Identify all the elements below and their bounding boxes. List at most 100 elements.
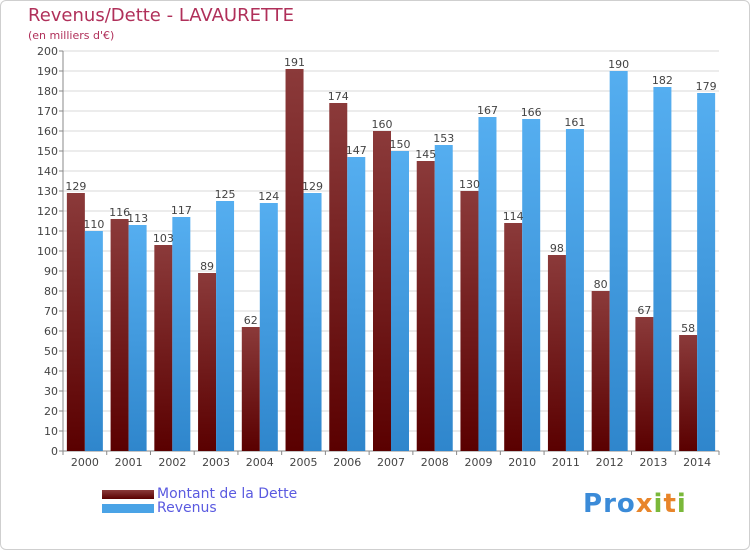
legend-swatch-revenue [102, 504, 154, 513]
y-tick-label: 140 [37, 165, 58, 178]
x-tick-label: 2009 [464, 456, 492, 469]
bar-debt-2006 [329, 103, 348, 451]
y-tick-label: 200 [37, 45, 58, 58]
bar-revenue-2008 [434, 145, 453, 451]
bar-debt-2000 [66, 193, 85, 451]
y-tick-label: 100 [37, 245, 58, 258]
bar-revenue-2007 [391, 151, 409, 451]
x-tick-label: 2007 [377, 456, 405, 469]
bar-revenue-2013 [653, 87, 672, 451]
data-label-revenue-2006: 147 [346, 144, 367, 157]
x-tick-label: 2011 [552, 456, 580, 469]
data-label-revenue-2001: 113 [127, 212, 148, 225]
y-tick-label: 170 [37, 105, 58, 118]
bar-debt-2014 [679, 335, 698, 451]
y-tick-label: 180 [37, 85, 58, 98]
bar-debt-2002 [154, 245, 173, 451]
axes: 0 10 20 30 40 50 60 70 80 90 100 110 120 130 140 150 160… [37, 45, 720, 469]
bar-debt-2013 [635, 317, 654, 451]
x-tick-label: 2005 [290, 456, 318, 469]
y-tick-label: 120 [37, 205, 58, 218]
chart-subtitle: (en milliers d'€) [28, 29, 115, 42]
x-tick-label: 2006 [333, 456, 361, 469]
data-label-revenue-2007: 150 [390, 138, 411, 151]
data-label-revenue-2014: 179 [696, 80, 717, 93]
y-tick-label: 10 [44, 425, 58, 438]
data-label-debt-2005: 191 [284, 56, 305, 69]
bar-revenue-2004 [259, 203, 278, 451]
y-tick-label: 60 [44, 325, 58, 338]
bar-debt-2009 [460, 191, 479, 451]
y-tick-label: 70 [44, 305, 58, 318]
x-tick-label: 2012 [596, 456, 624, 469]
legend-label-debt: Montant de la Dette [157, 486, 298, 502]
legend-label-revenue: Revenus [157, 500, 217, 516]
y-tick-label: 50 [44, 345, 58, 358]
data-label-debt-2010: 114 [503, 210, 524, 223]
data-label-revenue-2004: 124 [258, 190, 279, 203]
data-label-debt-2008: 145 [415, 148, 436, 161]
bar-revenue-2014 [697, 93, 716, 451]
bar-revenue-2011 [565, 129, 584, 451]
chart-title: Revenus/Dette - LAVAURETTE [28, 5, 295, 26]
data-label-debt-2006: 174 [328, 90, 349, 103]
data-label-debt-2014: 58 [681, 322, 695, 335]
bar-debt-2008 [416, 161, 435, 451]
data-label-revenue-2013: 182 [652, 74, 673, 87]
y-tick-label: 40 [44, 365, 58, 378]
x-tick-label: 2010 [508, 456, 536, 469]
y-tick-label: 160 [37, 125, 58, 138]
x-tick-label: 2013 [639, 456, 667, 469]
data-label-debt-2009: 130 [459, 178, 480, 191]
data-label-debt-2000: 129 [65, 180, 86, 193]
bar-debt-2005 [285, 69, 304, 451]
data-label-revenue-2005: 129 [302, 180, 323, 193]
bar-debt-2003 [198, 273, 217, 451]
data-label-debt-2003: 89 [200, 260, 214, 273]
bars [66, 69, 716, 451]
bar-debt-2011 [547, 255, 566, 451]
bar-revenue-2010 [522, 119, 541, 451]
x-tick-label: 2003 [202, 456, 230, 469]
proxiti-logo: Proxiti [583, 489, 687, 519]
bar-revenue-2002 [172, 217, 191, 451]
y-tick-label: 0 [51, 445, 58, 458]
data-label-debt-2012: 80 [594, 278, 608, 291]
bar-revenue-2000 [84, 231, 103, 451]
y-tick-label: 110 [37, 225, 58, 238]
data-label-debt-2004: 62 [244, 314, 258, 327]
bar-debt-2010 [504, 223, 523, 451]
data-label-debt-2007: 160 [372, 118, 393, 131]
y-tick-label: 190 [37, 65, 58, 78]
y-tick-label: 150 [37, 145, 58, 158]
bar-revenue-2006 [347, 157, 366, 451]
x-tick-label: 2008 [421, 456, 449, 469]
y-tick-label: 80 [44, 285, 58, 298]
x-tick-label: 2001 [115, 456, 143, 469]
bar-revenue-2005 [303, 193, 322, 451]
bar-debt-2001 [110, 219, 129, 451]
data-label-revenue-2003: 125 [215, 188, 236, 201]
bar-debt-2012 [591, 291, 610, 451]
data-label-revenue-2010: 166 [521, 106, 542, 119]
y-tick-label: 30 [44, 385, 58, 398]
data-label-debt-2011: 98 [550, 242, 564, 255]
data-label-debt-2001: 116 [109, 206, 130, 219]
bar-debt-2007 [373, 131, 391, 451]
y-tick-label: 90 [44, 265, 58, 278]
data-label-revenue-2008: 153 [433, 132, 454, 145]
bar-debt-2004 [241, 327, 260, 451]
bar-revenue-2009 [478, 117, 497, 451]
legend-swatch-debt [102, 490, 154, 499]
bar-revenue-2012 [609, 71, 628, 451]
x-tick-label: 2002 [158, 456, 186, 469]
data-label-debt-2013: 67 [637, 304, 651, 317]
bar-revenue-2001 [128, 225, 147, 451]
x-tick-label: 2004 [246, 456, 274, 469]
x-tick-label: 2000 [71, 456, 99, 469]
y-tick-label: 20 [44, 405, 58, 418]
x-tick-label: 2014 [683, 456, 711, 469]
